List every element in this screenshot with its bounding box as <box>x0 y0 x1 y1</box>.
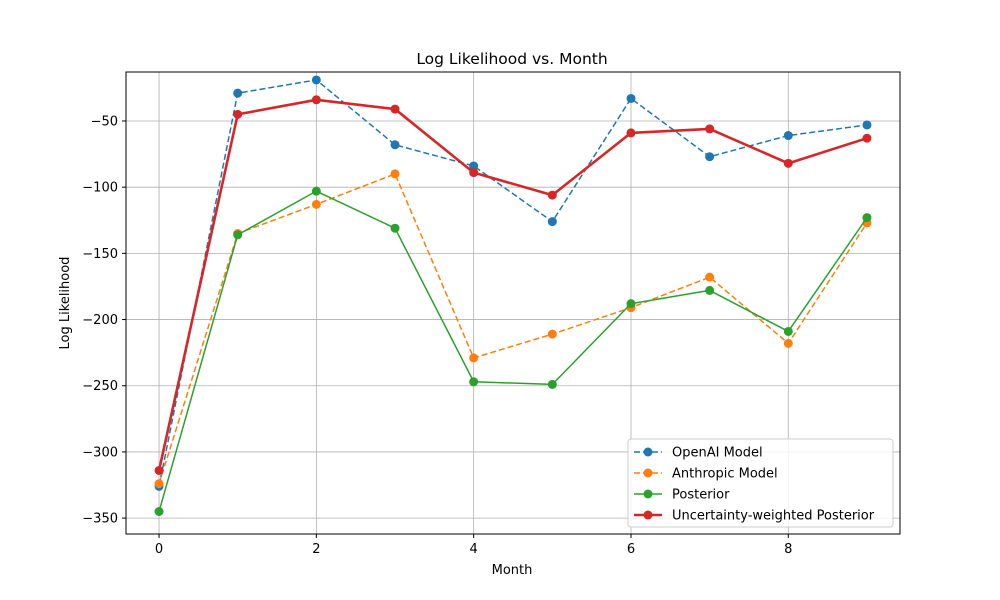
data-point <box>626 128 636 138</box>
data-point <box>862 120 872 130</box>
data-point <box>705 285 715 295</box>
legend-box <box>627 438 894 528</box>
data-point <box>233 88 243 98</box>
data-point <box>862 213 872 223</box>
data-point <box>469 377 479 387</box>
data-point <box>390 223 400 233</box>
y-axis-label: Log Likelihood <box>58 257 73 350</box>
data-point <box>390 140 400 150</box>
data-point <box>626 93 636 103</box>
x-tick-label: 2 <box>312 542 320 557</box>
data-point <box>154 479 164 489</box>
data-point <box>469 168 479 178</box>
series-line-openai-model <box>158 79 868 487</box>
data-point <box>469 353 479 363</box>
data-point <box>626 299 636 309</box>
x-tick-label: 6 <box>627 542 635 557</box>
axis-ticks: 0 2 4 6 8 −350 −300 −250 −200 −150 −100 −50 <box>82 114 792 557</box>
data-point <box>705 272 715 282</box>
data-point <box>233 109 243 119</box>
legend-label: OpenAI Model <box>672 446 763 461</box>
y-tick-label: −350 <box>82 512 118 527</box>
x-tick-label: 4 <box>470 542 478 557</box>
series-line-uncertainty-weighted-posterior <box>157 98 868 471</box>
legend-item-anthropic-model: Anthropic Model <box>634 467 778 482</box>
data-point <box>783 338 793 348</box>
data-point <box>783 131 793 141</box>
data-point <box>311 199 321 209</box>
legend-swatch-marker <box>643 468 653 478</box>
series-layer <box>154 75 872 516</box>
data-point <box>233 230 243 240</box>
data-point <box>705 124 715 134</box>
y-tick-label: −50 <box>91 114 118 129</box>
legend-item-uncertainty-weighted-posterior: Uncertainty-weighted Posterior <box>634 509 875 524</box>
legend-swatch-marker <box>643 510 653 520</box>
legend-swatch-marker <box>643 447 653 457</box>
series-line-posterior <box>158 190 868 512</box>
x-tick-label: 8 <box>784 542 792 557</box>
chart-title: Log Likelihood vs. Month <box>416 50 607 68</box>
x-tick-label: 0 <box>155 542 163 557</box>
y-tick-label: −300 <box>82 445 118 460</box>
data-point <box>154 465 164 475</box>
legend-item-posterior: Posterior <box>634 488 730 503</box>
series-openai-model <box>154 75 872 491</box>
grid <box>126 72 900 534</box>
data-point <box>154 506 164 516</box>
data-point <box>547 217 557 227</box>
plot-frame <box>125 71 901 535</box>
y-tick-label: −200 <box>82 313 118 328</box>
legend-label: Anthropic Model <box>672 467 778 482</box>
data-point <box>547 329 557 339</box>
x-axis-label: Month <box>492 563 533 578</box>
legend-swatch-marker <box>643 489 653 499</box>
data-point <box>783 326 793 336</box>
data-point <box>547 190 557 200</box>
data-point <box>311 186 321 196</box>
series-uncertainty-weighted-posterior <box>154 95 872 475</box>
y-tick-label: −100 <box>82 181 118 196</box>
data-point <box>469 161 479 171</box>
legend-item-openai-model: OpenAI Model <box>634 446 763 461</box>
data-point <box>390 169 400 179</box>
data-point <box>390 104 400 114</box>
legend-label: Uncertainty-weighted Posterior <box>672 509 875 524</box>
data-point <box>783 158 793 168</box>
data-point <box>311 95 321 105</box>
legend-label: Posterior <box>672 488 730 503</box>
data-point <box>862 133 872 143</box>
y-tick-label: −250 <box>82 379 118 394</box>
data-point <box>547 379 557 389</box>
data-point <box>705 152 715 162</box>
series-posterior <box>154 186 872 516</box>
data-point <box>311 75 321 85</box>
y-tick-label: −150 <box>82 247 118 262</box>
legend: OpenAI Model Anthropic Model Posterior Unce… <box>627 438 894 528</box>
